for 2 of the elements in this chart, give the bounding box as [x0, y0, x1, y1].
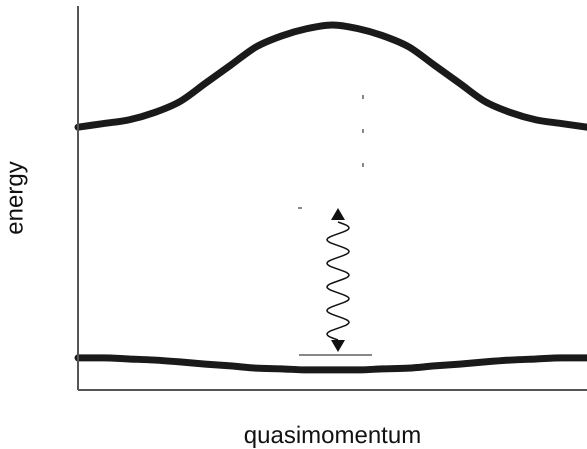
- y-axis-title: energy: [2, 161, 29, 235]
- x-axis-title: quasimomentum: [244, 422, 422, 449]
